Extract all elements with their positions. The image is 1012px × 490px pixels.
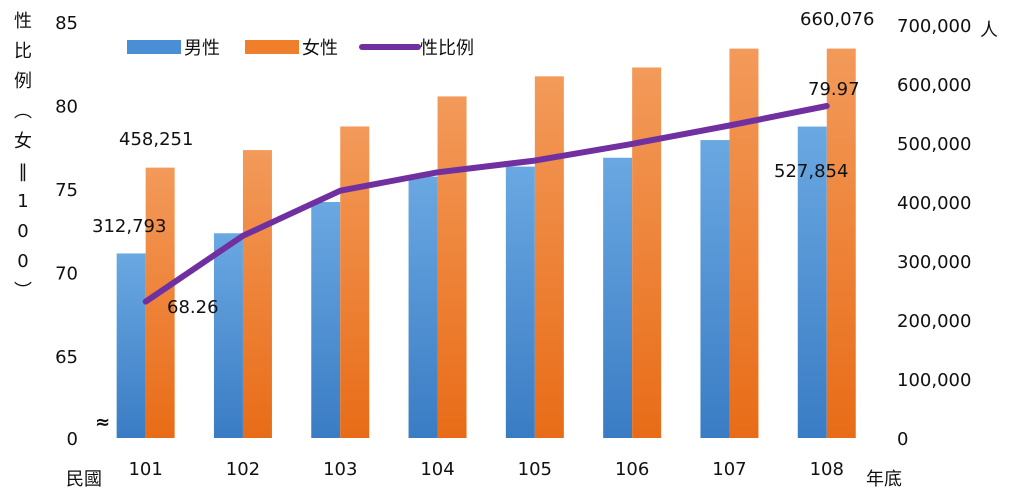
right-tick-1: 100,000	[897, 370, 971, 391]
bar-female-101	[145, 167, 175, 439]
data-label-ratio-last: 79.97	[808, 79, 860, 100]
x-tick-104: 104	[420, 459, 454, 480]
left-title-char: 0	[17, 251, 28, 272]
bar-male-106	[603, 157, 633, 438]
x-tick-108: 108	[810, 459, 844, 480]
left-title-char: ‖	[19, 161, 28, 182]
left-title-char: ︶	[14, 281, 32, 302]
left-title-char: ︵	[14, 101, 32, 122]
bar-female-105	[534, 76, 564, 438]
bar-male-104	[408, 176, 438, 438]
x-axis: 101 102 103 104 105 106 107 108	[128, 459, 843, 480]
bars-layer	[116, 48, 856, 439]
x-tick-102: 102	[226, 459, 260, 480]
left-title-char: 性	[14, 11, 32, 32]
bar-male-101	[116, 253, 146, 438]
left-title-char: 0	[17, 221, 28, 242]
x-tick-107: 107	[712, 459, 746, 480]
bar-female-107	[729, 48, 759, 438]
x-tick-101: 101	[128, 459, 162, 480]
data-labels: 312,793 458,251 68.26 527,854 660,076 79…	[92, 9, 874, 318]
legend-label-male: 男性	[184, 38, 220, 59]
x-tick-106: 106	[615, 459, 649, 480]
data-label-male-first: 312,793	[92, 216, 166, 237]
bar-female-103	[340, 126, 370, 438]
legend-label-ratio: 性比例	[420, 38, 474, 59]
right-tick-4: 400,000	[897, 193, 971, 214]
x-axis-suffix: 年底	[866, 469, 902, 490]
legend-swatch-male	[127, 40, 181, 54]
bar-male-102	[213, 233, 243, 438]
left-tick-75: 75	[55, 180, 78, 201]
right-tick-3: 300,000	[897, 252, 971, 273]
axis-break-symbol: ≈	[95, 412, 110, 433]
right-tick-5: 500,000	[897, 134, 971, 155]
right-tick-7: 700,000	[897, 16, 971, 37]
legend-swatch-female	[245, 40, 299, 54]
data-label-female-first: 458,251	[119, 129, 193, 150]
x-axis-prefix: 民國	[66, 469, 102, 490]
bar-male-107	[700, 140, 730, 439]
bar-female-108	[826, 48, 856, 438]
left-tick-0: 0	[67, 429, 78, 450]
left-tick-85: 85	[55, 13, 78, 34]
right-axis-unit: 人	[980, 20, 998, 41]
left-tick-65: 65	[55, 347, 78, 368]
left-title-char: 1	[17, 191, 28, 212]
bar-female-104	[437, 96, 467, 438]
line-layer	[142, 103, 830, 305]
line-sex-ratio	[142, 103, 830, 305]
left-axis-title: 性比例 ︵ 女 ‖ 1 0 0 ︶	[14, 11, 32, 302]
legend: 男性 女性 性比例	[127, 38, 474, 59]
right-tick-0: 0	[897, 429, 908, 450]
left-tick-80: 80	[55, 97, 78, 118]
bar-male-105	[505, 166, 535, 438]
left-title-char: 比	[14, 41, 32, 62]
right-tick-2: 200,000	[897, 311, 971, 332]
right-tick-6: 600,000	[897, 75, 971, 96]
bar-female-102	[242, 150, 272, 438]
right-axis: 0 100,000 200,000 300,000 400,000 500,000 600,…	[897, 16, 971, 450]
left-title-char: 女	[14, 131, 32, 152]
x-tick-103: 103	[323, 459, 357, 480]
x-tick-105: 105	[518, 459, 552, 480]
data-label-ratio-first: 68.26	[167, 297, 219, 318]
left-title-char: 例	[14, 71, 32, 92]
legend-label-female: 女性	[302, 38, 338, 59]
data-label-female-last: 660,076	[800, 9, 874, 30]
bar-female-106	[632, 67, 662, 438]
left-axis: 0 65 70 75 80 85	[55, 13, 78, 450]
bar-male-103	[311, 202, 341, 438]
bar-male-108	[797, 126, 827, 439]
left-tick-70: 70	[55, 264, 78, 285]
data-label-male-last: 527,854	[774, 161, 848, 182]
